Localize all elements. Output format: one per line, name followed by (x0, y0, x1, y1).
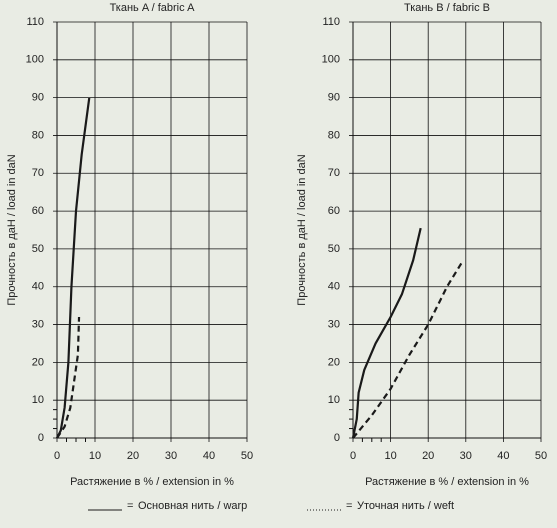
y-tick-label: 30 (32, 318, 44, 330)
y-tick-label: 0 (38, 432, 44, 444)
legend-separator: = (346, 500, 352, 512)
x-tick-label: 30 (460, 450, 472, 462)
y-tick-label: 20 (328, 356, 340, 368)
y-tick-label: 70 (328, 167, 340, 179)
x-tick-label: 50 (241, 450, 253, 462)
data-line (56, 316, 81, 439)
x-tick-label: 10 (89, 450, 101, 462)
y-axis-label: Прочность в даН / load in daN (296, 154, 308, 305)
y-tick-label: 0 (334, 432, 340, 444)
chart-title: Ткань A / fabric A (110, 2, 196, 14)
y-tick-label: 110 (322, 16, 340, 28)
x-tick-label: 20 (422, 450, 434, 462)
y-tick-label: 30 (328, 318, 340, 330)
y-tick-label: 90 (32, 92, 44, 104)
data-line (351, 227, 422, 439)
y-tick-label: 40 (328, 281, 340, 293)
y-tick-label: 40 (32, 281, 44, 293)
y-tick-label: 70 (32, 167, 44, 179)
x-tick-label: 30 (165, 450, 177, 462)
y-tick-label: 100 (322, 54, 340, 66)
x-tick-label: 20 (127, 450, 139, 462)
y-tick-label: 10 (32, 394, 44, 406)
y-tick-label: 60 (32, 205, 44, 217)
x-tick-label: 0 (350, 450, 356, 462)
y-tick-label: 110 (26, 16, 44, 28)
x-tick-label: 10 (384, 450, 396, 462)
y-tick-label: 20 (32, 356, 44, 368)
x-axis-label: Растяжение в % / extension in % (70, 476, 234, 488)
y-tick-label: 60 (328, 205, 340, 217)
x-tick-label: 40 (497, 450, 509, 462)
legend-label: Уточная нить / weft (357, 500, 454, 512)
y-tick-label: 100 (26, 54, 44, 66)
legend-separator: = (127, 500, 133, 512)
x-tick-label: 0 (54, 450, 60, 462)
y-tick-label: 80 (328, 129, 340, 141)
data-line (56, 97, 91, 439)
legend-label: Основная нить / warp (138, 500, 247, 512)
y-tick-label: 50 (32, 243, 44, 255)
x-tick-label: 50 (535, 450, 547, 462)
y-axis-label: Прочность в даН / load in daN (6, 154, 18, 305)
chart-title: Ткань B / fabric B (404, 2, 490, 14)
x-axis-label: Растяжение в % / extension in % (365, 476, 529, 488)
y-tick-label: 90 (328, 92, 340, 104)
y-tick-label: 50 (328, 243, 340, 255)
y-tick-label: 10 (328, 394, 340, 406)
data-line (352, 261, 463, 439)
y-tick-label: 80 (32, 129, 44, 141)
x-tick-label: 40 (203, 450, 215, 462)
